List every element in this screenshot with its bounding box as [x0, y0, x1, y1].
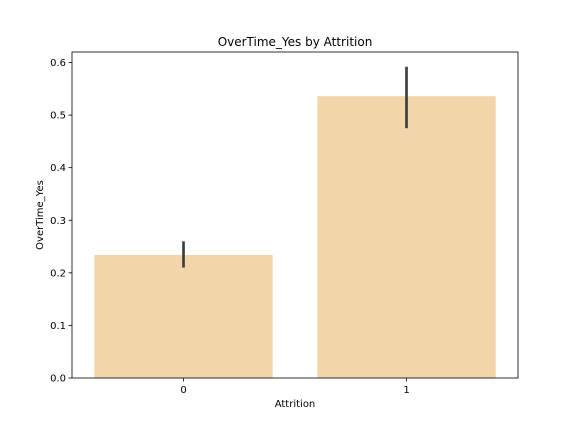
bar-0: [94, 254, 273, 378]
bar-1: [317, 96, 496, 379]
y-tick-label-0.4: 0.4: [50, 163, 66, 174]
error-bars-layer: [182, 66, 408, 268]
y-tick-label-0.1: 0.1: [50, 321, 66, 332]
y-tick-label-0.6: 0.6: [50, 58, 66, 69]
bars-layer: [94, 96, 496, 379]
y-axis-label: OverTime_Yes: [35, 180, 46, 250]
plot-frame: [71, 51, 519, 379]
y-tick-label-0.3: 0.3: [50, 216, 66, 227]
y-tick-label-0.2: 0.2: [50, 268, 66, 279]
x-tick-label-0: 0: [180, 385, 186, 396]
y-tick-label-0.5: 0.5: [50, 111, 66, 122]
x-tick-label-1: 1: [403, 385, 409, 396]
x-axis-label: Attrition: [275, 399, 316, 410]
y-axis: 0.0 0.1 0.2 0.3 0.4 0.5 0.6: [50, 58, 72, 385]
chart-title: OverTime_Yes by Attrition: [218, 35, 373, 49]
y-tick-label-0.0: 0.0: [50, 374, 66, 385]
